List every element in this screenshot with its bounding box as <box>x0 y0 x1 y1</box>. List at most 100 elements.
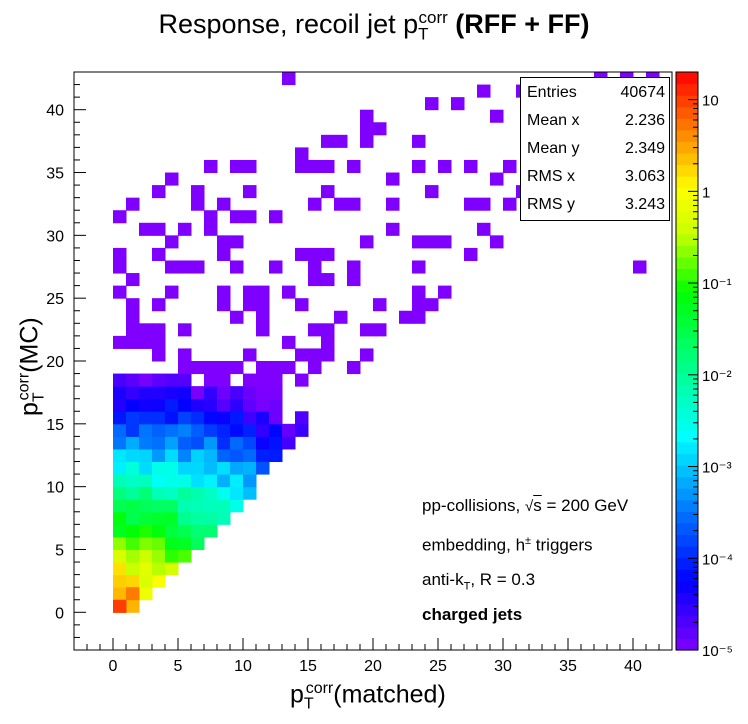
heatmap-cell <box>204 210 218 224</box>
heatmap-cell <box>204 524 218 538</box>
heatmap-cell <box>139 562 153 576</box>
heatmap-cell <box>204 511 218 525</box>
heatmap-cell <box>152 536 166 550</box>
heatmap-cell <box>152 423 166 437</box>
heatmap-cell <box>113 474 127 488</box>
heatmap-cell <box>308 260 322 274</box>
heatmap-cell <box>165 524 179 538</box>
heatmap-cell <box>230 474 244 488</box>
x-tick-label: 30 <box>494 658 512 675</box>
heatmap-cell <box>295 373 309 387</box>
color-scale-frame <box>675 71 699 651</box>
color-scale-segment <box>676 280 698 293</box>
heatmap-cell <box>165 549 179 563</box>
heatmap-cell <box>165 448 179 463</box>
heatmap-cell <box>230 361 244 375</box>
heatmap-cell <box>152 436 166 450</box>
heatmap-cell <box>178 524 192 538</box>
heatmap-cell <box>282 285 296 299</box>
color-scale-segment <box>676 453 698 466</box>
x-tick-label: 40 <box>624 658 642 675</box>
heatmap-cell <box>386 172 400 186</box>
heatmap-cell <box>152 222 166 236</box>
heatmap-cell <box>113 285 127 299</box>
heatmap-cell <box>282 423 296 437</box>
heatmap-cell <box>152 562 166 576</box>
heatmap-cell <box>373 323 387 337</box>
heatmap-cell <box>256 285 270 299</box>
color-scale-segment <box>676 303 698 316</box>
heatmap-cell <box>139 323 153 337</box>
color-scale-segment <box>676 245 698 258</box>
heatmap-cell <box>178 436 192 450</box>
heatmap-cell <box>139 436 153 450</box>
heatmap-cell <box>178 474 192 488</box>
heatmap-cell <box>633 260 647 274</box>
heatmap-cell <box>217 235 231 249</box>
heatmap-cell <box>269 361 283 375</box>
color-scale-segment <box>676 152 698 166</box>
heatmap-cell <box>360 323 374 337</box>
heatmap-cell <box>308 273 322 287</box>
heatmap-cell <box>386 222 400 236</box>
heatmap-cell <box>243 210 257 224</box>
heatmap-cell <box>126 323 140 337</box>
heatmap-cell <box>126 310 140 324</box>
heatmap-cell <box>178 423 192 437</box>
heatmap-cell <box>269 373 283 387</box>
heatmap-cell <box>282 361 296 375</box>
heatmap-cell <box>230 210 244 224</box>
heatmap-cell <box>165 411 179 425</box>
heatmap-cell <box>412 285 426 299</box>
heatmap-cell <box>243 461 257 475</box>
heatmap-cell <box>152 386 166 400</box>
heatmap-cell <box>269 260 283 274</box>
heatmap-cell <box>230 386 244 400</box>
heatmap-cell <box>113 549 127 563</box>
heatmap-cell <box>191 411 205 425</box>
heatmap-cell <box>113 486 127 500</box>
heatmap-cell <box>126 599 140 613</box>
stats-row-meanx: Mean x 2.236 <box>527 112 665 129</box>
heatmap-cell <box>178 461 192 475</box>
heatmap-cell <box>165 474 179 488</box>
heatmap-cell <box>126 562 140 576</box>
heatmap-cell <box>217 461 231 475</box>
heatmap-cell <box>230 411 244 425</box>
heatmap-cell <box>256 323 270 337</box>
heatmap-cell <box>204 423 218 437</box>
heatmap-cell <box>360 134 374 148</box>
heatmap-cell <box>178 348 192 362</box>
heatmap-cell <box>139 549 153 563</box>
color-scale-label: 10⁻⁵ <box>702 643 733 660</box>
heatmap-cell <box>334 197 348 211</box>
y-tick-label: 40 <box>46 103 64 120</box>
heatmap-cell <box>321 247 335 261</box>
heatmap-cell <box>412 260 426 274</box>
heatmap-cell <box>256 310 270 324</box>
heatmap-cell <box>139 474 153 488</box>
heatmap-cell <box>113 411 127 425</box>
heatmap-cell <box>295 423 309 437</box>
heatmap-cell <box>191 436 205 450</box>
heatmap-cell <box>334 310 348 324</box>
heatmap-cell <box>321 323 335 337</box>
heatmap-cell <box>191 260 205 274</box>
heatmap-cell <box>282 335 296 349</box>
heatmap-cell <box>308 247 322 261</box>
heatmap-cell <box>217 499 231 513</box>
color-scale-segment <box>676 256 698 270</box>
heatmap-cell <box>165 562 179 576</box>
heatmap-cell <box>204 474 218 488</box>
heatmap-cell <box>191 499 205 513</box>
heatmap-cell <box>308 323 322 337</box>
heatmap-cell <box>165 499 179 513</box>
heatmap-cell <box>113 386 127 400</box>
heatmap-cell <box>178 386 192 400</box>
heatmap-cell <box>230 423 244 437</box>
heatmap-cell <box>217 411 231 425</box>
heatmap-cell <box>126 411 140 425</box>
heatmap-cell <box>256 298 270 312</box>
heatmap-cell <box>243 423 257 437</box>
heatmap-cell <box>347 260 361 274</box>
